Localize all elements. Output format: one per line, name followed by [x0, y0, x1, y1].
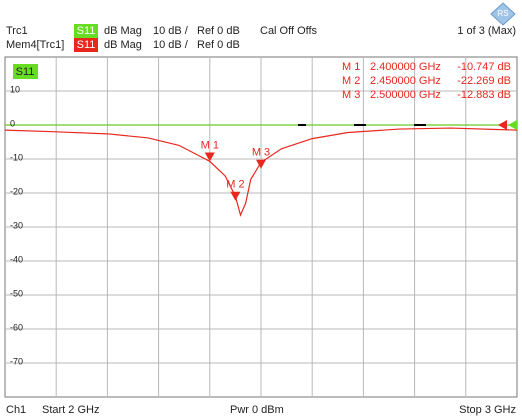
param: S11 — [77, 39, 96, 51]
y-tick-label: 0 — [10, 118, 15, 128]
marker-table-freq: 2.450000 GHz — [370, 75, 441, 87]
scale: 10 dB / — [153, 25, 189, 37]
y-tick-label: -50 — [10, 288, 23, 298]
ref-indicators — [298, 120, 517, 130]
y-tick-label: -10 — [10, 152, 23, 162]
marker-table-value: -10.747 dB — [457, 61, 511, 73]
marker — [256, 159, 266, 169]
marker-label: M 2 — [226, 179, 244, 191]
format: dB Mag — [104, 39, 142, 51]
marker-table-value: -22.269 dB — [457, 75, 511, 87]
format: dB Mag — [104, 25, 142, 37]
marker-table-freq: 2.500000 GHz — [370, 89, 441, 101]
param-box — [74, 38, 98, 52]
svg-text:RS: RS — [497, 9, 508, 18]
marker-table-freq: 2.400000 GHz — [370, 61, 441, 73]
stop: Stop 3 GHz — [459, 404, 516, 416]
scale: 10 dB / — [153, 39, 189, 51]
cal: Cal Off Offs — [260, 25, 318, 37]
logo: RS — [490, 2, 516, 26]
marker-table-name: M 3 — [342, 89, 360, 101]
start: Start 2 GHz — [42, 404, 99, 416]
y-tick-label: -20 — [10, 186, 23, 196]
trace-label: S11 — [16, 66, 35, 78]
trace-name: Mem4[Trc1] — [6, 39, 64, 51]
y-tick-label: -60 — [10, 322, 23, 332]
y-tick-label: -40 — [10, 254, 23, 264]
marker-label: M 1 — [201, 139, 219, 151]
trace-line — [4, 127, 518, 217]
trace-label-box — [13, 64, 38, 79]
trace-name: Trc1 — [6, 25, 28, 37]
marker-table-name: M 2 — [342, 75, 360, 87]
ref: Ref 0 dB — [197, 25, 240, 37]
power: Pwr 0 dBm — [230, 404, 284, 416]
y-tick-label: -30 — [10, 220, 23, 230]
marker — [204, 152, 215, 162]
marker-table-value: -12.883 dB — [457, 89, 511, 101]
channel: Ch1 — [6, 404, 26, 416]
page: 1 of 3 (Max) — [457, 25, 516, 37]
marker-label: M 3 — [252, 147, 270, 159]
y-tick-label: -70 — [10, 356, 23, 366]
marker-table-name: M 1 — [342, 61, 360, 73]
ref: Ref 0 dB — [197, 39, 240, 51]
param-box — [74, 24, 98, 38]
param: S11 — [77, 25, 96, 37]
y-tick-label: 10 — [10, 84, 20, 94]
marker — [230, 191, 241, 201]
